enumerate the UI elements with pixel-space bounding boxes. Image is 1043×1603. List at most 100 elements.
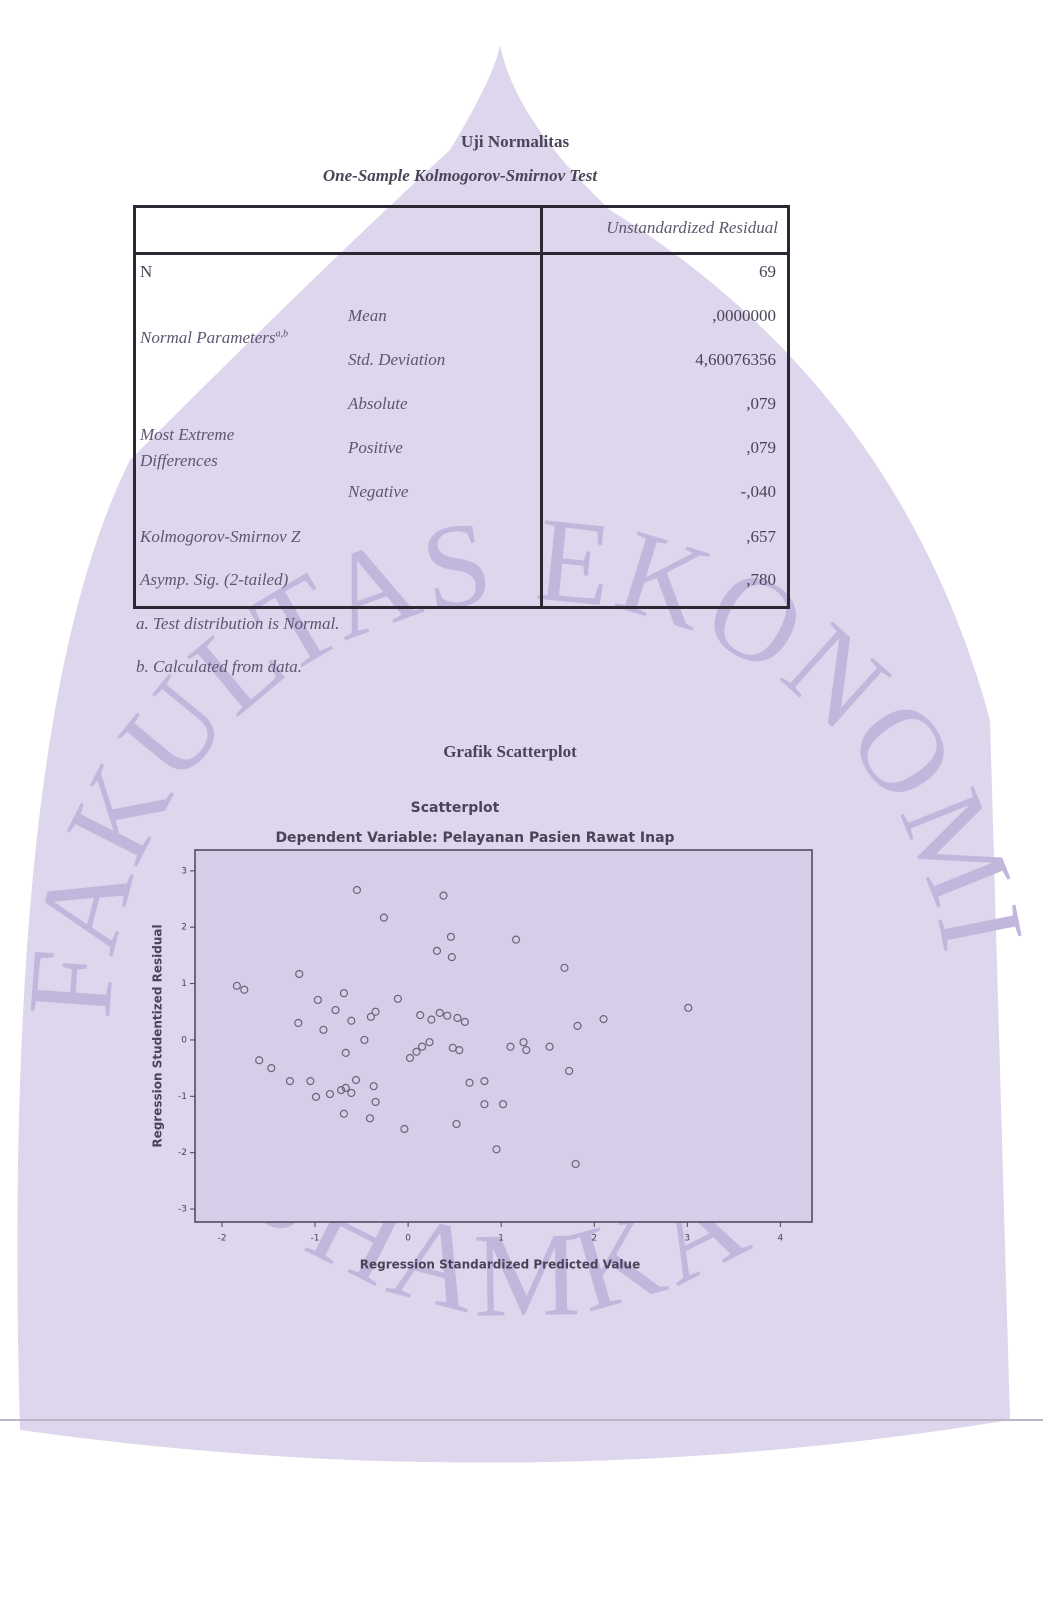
y-tick-label: 3 (181, 866, 187, 876)
point (417, 1042, 427, 1051)
chart-subtitle: Dependent Variable: Pelayanan Pasien Raw… (275, 830, 674, 846)
point (360, 1035, 369, 1045)
point (295, 969, 304, 979)
x-tick-label: 0 (405, 1234, 411, 1244)
row-note: a,b (275, 328, 289, 340)
row-label: Asymp. Sig. (2-tailed) (140, 570, 289, 589)
row-label: Most Extreme Differences (140, 425, 235, 470)
point (347, 1088, 356, 1098)
point (443, 1011, 452, 1020)
point (432, 946, 442, 955)
point (369, 1082, 378, 1091)
point (519, 1038, 528, 1047)
point (560, 963, 569, 972)
point (427, 1015, 436, 1024)
x-tick-label: 2 (591, 1234, 597, 1244)
point (400, 1124, 409, 1134)
point (319, 1025, 328, 1034)
x-tick-label: 4 (777, 1234, 783, 1244)
cell-value: 4,60076356 (695, 350, 776, 369)
point (313, 995, 322, 1005)
y-axis-label: Regression Studentized Residual (151, 924, 165, 1147)
point (306, 1076, 315, 1086)
column-header: Unstandardized Residual (606, 218, 778, 237)
point (339, 1109, 348, 1118)
y-tick-label: 1 (181, 979, 187, 989)
sub-label: Std. Deviation (348, 350, 446, 369)
point (446, 932, 456, 941)
chart-title: Scatterplot (411, 800, 500, 816)
point (684, 1003, 693, 1012)
x-tick-label: 1 (498, 1234, 504, 1244)
sub-label: Positive (348, 438, 403, 457)
point (331, 1005, 340, 1015)
row-label: Normal Parameters (140, 328, 276, 347)
footnote: b. Calculated from data. (136, 657, 303, 676)
y-tick-label: 2 (181, 923, 187, 933)
point (565, 1066, 574, 1076)
point (545, 1042, 554, 1051)
x-tick-label: -2 (217, 1234, 226, 1244)
x-tick-label: -1 (311, 1234, 320, 1244)
point (452, 1119, 461, 1129)
row-label: Kolmogorov-Smirnov Z (140, 527, 301, 546)
point (365, 1114, 375, 1123)
point (366, 1012, 375, 1021)
point (339, 989, 348, 998)
cell-value: -,040 (740, 482, 776, 501)
y-tick-label: -2 (178, 1148, 187, 1158)
ks-table: Unstandardized Residual N 69 Normal Para… (133, 205, 790, 609)
point (435, 1008, 444, 1017)
point (480, 1076, 489, 1086)
point (480, 1100, 489, 1109)
point (425, 1038, 434, 1047)
point (337, 1086, 346, 1095)
point (294, 1018, 303, 1028)
y-tick-label: -3 (178, 1205, 187, 1215)
point (325, 1089, 335, 1099)
cell-value: 69 (759, 262, 776, 281)
figure-caption: Grafik Scatterplot (443, 742, 577, 761)
point (267, 1064, 276, 1073)
point (232, 981, 241, 990)
point (412, 1047, 421, 1056)
point (460, 1017, 469, 1027)
x-axis-label: Regression Standardized Predicted Value (360, 1258, 640, 1272)
doc-subtitle: One-Sample Kolmogorov-Smirnov Test (322, 166, 598, 185)
point (341, 1083, 350, 1092)
point (371, 1097, 380, 1107)
point (351, 1075, 361, 1085)
sub-label: Negative (348, 482, 409, 501)
point (447, 952, 456, 962)
scatter-chart: Scatterplot Dependent Variable: Pelayanan… (151, 800, 784, 1272)
cell-value: ,780 (746, 570, 776, 589)
point (341, 1048, 350, 1058)
sub-label: Absolute (348, 394, 408, 413)
point (371, 1007, 380, 1016)
point (405, 1053, 415, 1063)
point (416, 1011, 425, 1020)
row-label: N (140, 262, 153, 281)
x-tick-label: 3 (684, 1234, 690, 1244)
cell-value: ,079 (746, 438, 776, 457)
cell-value: ,079 (746, 394, 776, 413)
cell-value: ,0000000 (712, 306, 776, 325)
table-divider (136, 252, 787, 255)
y-tick-label: 0 (181, 1035, 187, 1045)
point (379, 913, 389, 922)
point (506, 1042, 515, 1051)
table-divider (540, 208, 543, 606)
point (255, 1056, 264, 1065)
row-label: Normal Parametersa,b (140, 328, 288, 348)
point (522, 1045, 531, 1055)
point (498, 1100, 508, 1109)
plot-area (194, 849, 813, 1223)
point (347, 1016, 356, 1025)
point (453, 1013, 462, 1023)
point (465, 1078, 474, 1087)
point (352, 885, 362, 895)
point (571, 1159, 580, 1169)
point (439, 891, 448, 900)
point (311, 1092, 321, 1101)
